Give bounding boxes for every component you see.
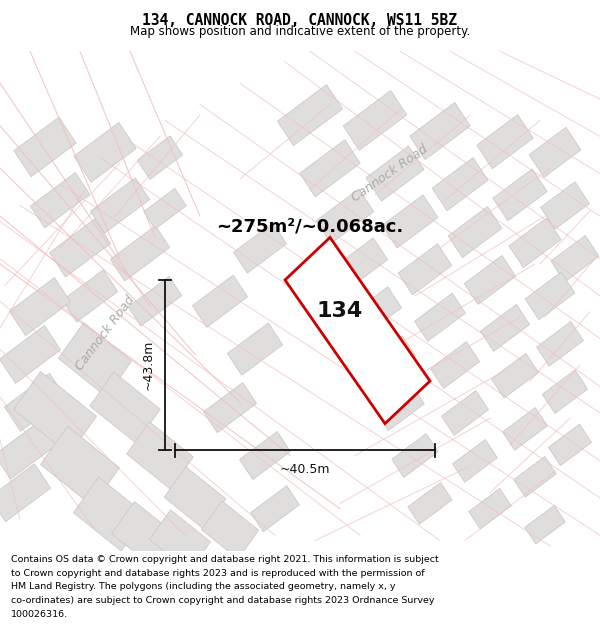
- Polygon shape: [366, 146, 424, 201]
- Polygon shape: [548, 424, 592, 466]
- Text: ~275m²/~0.068ac.: ~275m²/~0.068ac.: [217, 217, 404, 236]
- Polygon shape: [392, 434, 438, 478]
- Text: Map shows position and indicative extent of the property.: Map shows position and indicative extent…: [130, 26, 470, 39]
- Polygon shape: [551, 236, 599, 282]
- Polygon shape: [343, 91, 407, 150]
- Polygon shape: [4, 373, 65, 431]
- Polygon shape: [128, 276, 182, 326]
- Polygon shape: [442, 391, 488, 436]
- Polygon shape: [469, 488, 511, 529]
- Polygon shape: [464, 256, 516, 304]
- Text: HM Land Registry. The polygons (including the associated geometry, namely x, y: HM Land Registry. The polygons (includin…: [11, 582, 395, 591]
- Polygon shape: [332, 238, 388, 290]
- Polygon shape: [227, 323, 283, 375]
- Text: Cannock Road: Cannock Road: [73, 294, 137, 373]
- Polygon shape: [415, 293, 466, 341]
- Polygon shape: [203, 382, 257, 432]
- Polygon shape: [0, 464, 50, 522]
- Polygon shape: [432, 158, 488, 211]
- Polygon shape: [541, 182, 589, 229]
- Polygon shape: [233, 223, 287, 273]
- Polygon shape: [542, 370, 587, 414]
- Polygon shape: [90, 372, 160, 443]
- Polygon shape: [91, 178, 149, 233]
- Text: to Crown copyright and database rights 2023 and is reproduced with the permissio: to Crown copyright and database rights 2…: [11, 569, 424, 578]
- Text: Cannock Road: Cannock Road: [350, 142, 430, 204]
- Polygon shape: [14, 117, 76, 177]
- Polygon shape: [58, 322, 131, 397]
- Polygon shape: [285, 238, 430, 424]
- Text: Contains OS data © Crown copyright and database right 2021. This information is : Contains OS data © Crown copyright and d…: [11, 555, 439, 564]
- Polygon shape: [0, 326, 61, 383]
- Text: co-ordinates) are subject to Crown copyright and database rights 2023 Ordnance S: co-ordinates) are subject to Crown copyr…: [11, 596, 434, 605]
- Polygon shape: [452, 439, 497, 482]
- Polygon shape: [112, 501, 178, 569]
- Polygon shape: [137, 136, 182, 179]
- Text: 134: 134: [316, 301, 362, 321]
- Polygon shape: [202, 501, 259, 559]
- Polygon shape: [410, 102, 470, 159]
- Polygon shape: [74, 122, 136, 182]
- Polygon shape: [503, 408, 547, 450]
- Polygon shape: [491, 353, 539, 398]
- Polygon shape: [529, 127, 581, 177]
- Polygon shape: [277, 84, 343, 146]
- Polygon shape: [62, 270, 118, 322]
- Polygon shape: [110, 226, 170, 281]
- Polygon shape: [0, 421, 56, 479]
- Polygon shape: [536, 321, 584, 366]
- Polygon shape: [376, 384, 424, 431]
- Polygon shape: [477, 114, 533, 169]
- Polygon shape: [41, 426, 119, 506]
- Polygon shape: [525, 272, 575, 320]
- Text: ~40.5m: ~40.5m: [280, 463, 330, 476]
- Polygon shape: [349, 287, 401, 337]
- Polygon shape: [164, 467, 226, 529]
- Text: 100026316.: 100026316.: [11, 609, 68, 619]
- Polygon shape: [127, 422, 193, 489]
- Polygon shape: [365, 336, 415, 384]
- Polygon shape: [14, 371, 97, 454]
- Polygon shape: [149, 510, 211, 571]
- Polygon shape: [382, 195, 438, 248]
- Polygon shape: [493, 169, 547, 221]
- Polygon shape: [430, 342, 479, 389]
- Polygon shape: [300, 140, 360, 197]
- Polygon shape: [481, 304, 530, 351]
- Polygon shape: [316, 189, 374, 243]
- Polygon shape: [509, 217, 561, 268]
- Text: 134, CANNOCK ROAD, CANNOCK, WS11 5BZ: 134, CANNOCK ROAD, CANNOCK, WS11 5BZ: [143, 12, 458, 28]
- Polygon shape: [408, 482, 452, 524]
- Polygon shape: [448, 207, 502, 258]
- Polygon shape: [144, 188, 186, 229]
- Text: ~43.8m: ~43.8m: [142, 340, 155, 390]
- Polygon shape: [10, 278, 71, 336]
- Polygon shape: [193, 275, 248, 328]
- Polygon shape: [73, 477, 146, 551]
- Polygon shape: [31, 173, 89, 228]
- Polygon shape: [525, 506, 565, 544]
- Polygon shape: [514, 456, 556, 497]
- Polygon shape: [251, 486, 299, 532]
- Polygon shape: [398, 244, 452, 295]
- Polygon shape: [49, 219, 110, 277]
- Polygon shape: [239, 431, 290, 479]
